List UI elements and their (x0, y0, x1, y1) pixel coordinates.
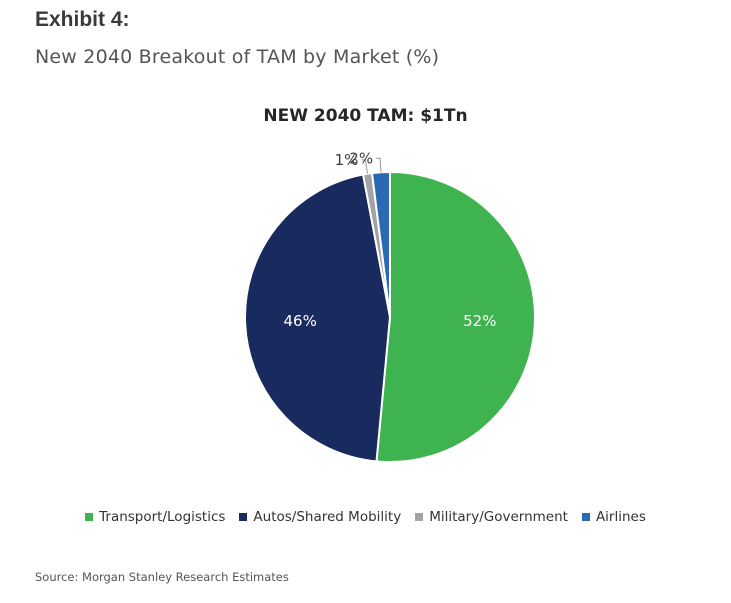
chart-subtitle: New 2040 Breakout of TAM by Market (%) (35, 46, 440, 68)
chart-legend: Transport/Logistics Autos/Shared Mobilit… (0, 509, 731, 525)
legend-label: Transport/Logistics (99, 509, 226, 525)
pie-leader-line (361, 159, 368, 174)
legend-item-airlines: Airlines (581, 509, 646, 525)
legend-item-military: Military/Government (415, 509, 568, 525)
pie-data-label: 2% (349, 149, 373, 167)
legend-swatch (581, 513, 590, 521)
pie-slice-autos-shared-mobility (244, 173, 392, 463)
legend-swatch (85, 513, 94, 521)
pie-slice-transport-logistics (375, 170, 536, 463)
source-note: Source: Morgan Stanley Research Estimate… (35, 570, 289, 584)
legend-item-autos: Autos/Shared Mobility (239, 509, 401, 525)
legend-label: Autos/Shared Mobility (253, 509, 402, 525)
pie-data-label: 1% (335, 151, 359, 169)
legend-swatch (239, 513, 248, 521)
pie-data-label: 52% (463, 312, 496, 330)
exhibit-label: Exhibit 4: (35, 8, 130, 31)
legend-swatch (415, 513, 424, 521)
legend-item-transport: Transport/Logistics (85, 509, 225, 525)
pie-data-label: 46% (284, 312, 317, 330)
legend-label: Military/Government (429, 509, 568, 525)
pie-leader-line (376, 157, 382, 173)
chart-title: NEW 2040 TAM: $1Tn (263, 106, 468, 126)
pie-chart: 52% 46% 1%2% (244, 149, 536, 463)
legend-label: Airlines (595, 509, 646, 525)
